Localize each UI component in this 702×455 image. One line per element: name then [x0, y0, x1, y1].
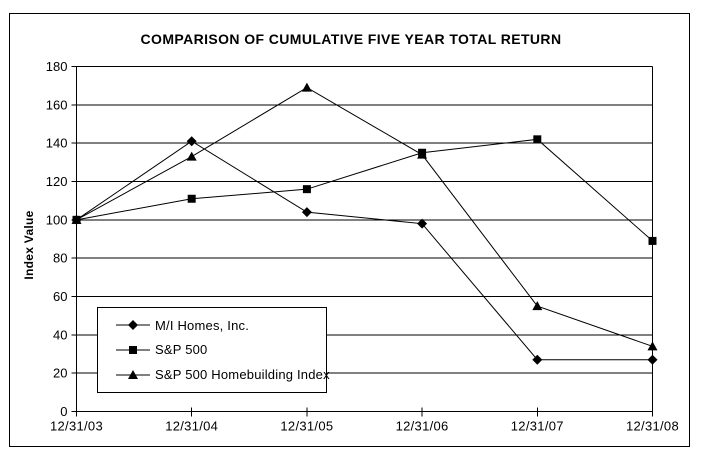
series-marker: [301, 207, 312, 218]
x-tick-label: 12/31/03: [50, 419, 103, 434]
series-line: [76, 87, 653, 347]
series-marker: [532, 301, 543, 311]
series-marker: [71, 214, 82, 224]
legend-entry-sp500: S&P 500: [116, 340, 322, 360]
x-tick-label: 12/31/08: [626, 419, 679, 434]
series-line: [76, 140, 653, 361]
y-tick-label: 80: [53, 251, 67, 266]
legend-label: S&P 500: [155, 342, 208, 358]
x-tick-label: 12/31/07: [511, 419, 564, 434]
y-tick-label: 160: [46, 97, 68, 112]
series-marker: [186, 136, 197, 147]
y-tick-label: 40: [53, 327, 67, 342]
series-marker: [417, 149, 428, 159]
series-marker: [417, 218, 428, 229]
series-marker: [187, 194, 196, 203]
series-marker: [533, 135, 542, 144]
series-marker: [186, 151, 197, 161]
series-marker: [647, 354, 658, 365]
y-tick-label: 100: [46, 212, 68, 227]
y-tick-label: 0: [60, 404, 67, 419]
legend-label: S&P 500 Homebuilding Index: [155, 367, 330, 383]
legend-entry-homebuilding: S&P 500 Homebuilding Index: [116, 365, 330, 385]
y-tick-label: 20: [53, 366, 67, 381]
y-tick-label: 120: [46, 174, 68, 189]
legend-entry-mi-homes: M/I Homes, Inc.: [116, 315, 322, 335]
diamond-marker: [116, 320, 150, 331]
x-tick-label: 12/31/06: [396, 419, 449, 434]
series-line: [76, 138, 653, 242]
series-marker: [302, 185, 311, 194]
legend-label: M/I Homes, Inc.: [155, 317, 250, 333]
series-marker: [532, 354, 543, 365]
triangle-marker: [116, 369, 150, 379]
series-marker: [647, 341, 658, 351]
y-tick-label: 60: [53, 289, 67, 304]
chart-title: COMPARISON OF CUMULATIVE FIVE YEAR TOTAL…: [140, 31, 562, 47]
square-marker: [116, 345, 150, 354]
y-tick-label: 180: [46, 59, 68, 74]
series-marker: [648, 236, 657, 245]
x-tick-label: 12/31/05: [280, 419, 333, 434]
series-marker: [301, 82, 312, 92]
legend: M/I Homes, Inc. S&P 500 S&P 500 Homebuil…: [97, 307, 330, 393]
y-tick-label: 140: [46, 136, 68, 151]
x-tick-label: 12/31/04: [165, 419, 218, 434]
